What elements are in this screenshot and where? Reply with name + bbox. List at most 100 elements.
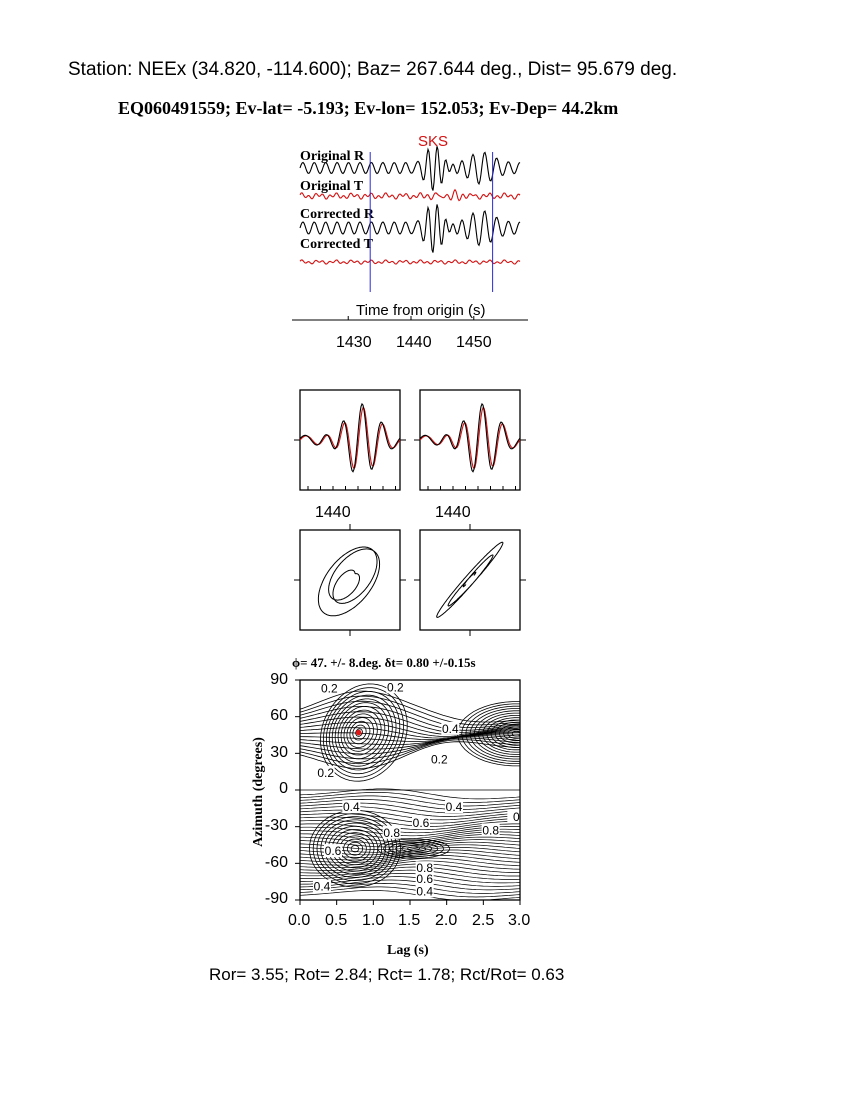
contour-upper-13 — [300, 737, 520, 760]
contour-label-11: 0.6 — [325, 844, 342, 858]
contour-lower-lobe-10 — [316, 816, 394, 881]
contour-upper-3 — [300, 705, 520, 731]
contour-lower-0 — [300, 788, 520, 800]
contour-lower-4 — [300, 802, 520, 814]
contour-lower-21 — [300, 852, 520, 863]
corrected-r-trace — [299, 204, 521, 253]
contour-lower-lobe-2 — [346, 841, 363, 856]
particle-motion-original — [317, 546, 381, 617]
lag-tick-2-0: 2.0 — [435, 912, 458, 929]
contour-upper-2 — [300, 700, 520, 729]
original-t-trace — [299, 188, 521, 202]
ratio-summary: Ror= 3.55; Rot= 2.84; Rct= 1.78; Rct/Rot… — [209, 965, 565, 984]
contour-lower-lobe-9 — [320, 819, 390, 878]
overlay-right-tick-1440: 1440 — [435, 504, 471, 521]
contour-lower-center-2 — [401, 845, 427, 853]
contour-lower-29 — [300, 876, 520, 887]
contour-label-6: 0.4 — [446, 800, 463, 814]
contour-label-1: 0.2 — [387, 680, 404, 694]
contour-lower-31 — [300, 883, 520, 894]
contour-upper-right-7 — [486, 717, 520, 751]
contour-label-3: 0.2 — [431, 752, 448, 766]
overlay-box-1 — [419, 389, 521, 491]
contour-label-bg-13 — [415, 872, 434, 886]
contour-label-bg-14 — [415, 884, 434, 898]
contour-lower-5 — [300, 806, 520, 817]
azimuth-tick-60: 60 — [270, 707, 288, 724]
particle-motion-box-1 — [419, 529, 521, 631]
contour-label-bg-1 — [386, 680, 405, 694]
time-axis-label: Time from origin (s) — [356, 302, 486, 319]
contour-lines — [300, 683, 520, 900]
contour-lower-lobe-3 — [343, 838, 367, 859]
contour-upper-1 — [300, 695, 520, 726]
contour-lower-center-5 — [383, 840, 445, 858]
particle-motion-panels — [294, 524, 526, 636]
contour-upper-0 — [300, 690, 520, 723]
event-info: EQ060491559; Ev-lat= -5.193; Ev-lon= 152… — [118, 98, 619, 118]
contour-lower-center-6 — [377, 838, 451, 859]
contour-lower-3 — [300, 799, 520, 810]
contour-upper-9 — [300, 733, 520, 742]
contour-lower-lobe-11 — [312, 813, 398, 885]
lag-tick-1-5: 1.5 — [398, 912, 421, 929]
azimuth-tick-0: 0 — [279, 780, 288, 797]
contour-lower-6 — [300, 809, 520, 821]
contour-lower-lobe-1 — [350, 845, 360, 853]
contour-lower-27 — [300, 869, 520, 880]
contour-lower-center-1 — [407, 846, 421, 851]
contour-center-1 — [355, 728, 363, 737]
contour-label-bg-3 — [430, 752, 449, 766]
contour-upper-right-12 — [465, 705, 520, 762]
contour-label-bg-7 — [412, 816, 430, 829]
contour-upper-8 — [300, 732, 520, 741]
azimuth-tick-30: 30 — [270, 744, 288, 761]
grid-search-title: ϕ= 47. +/- 8.deg. δt= 0.80 +/-0.15s — [292, 655, 476, 670]
overlay-left-tick-1440: 1440 — [315, 504, 351, 521]
particle-motion-corrected — [436, 541, 504, 618]
contour-lower-30 — [300, 879, 520, 891]
contour-lower-23 — [300, 857, 520, 869]
time-tick-1450: 1450 — [456, 334, 492, 351]
lag-axis-label: Lag (s) — [387, 943, 429, 958]
contour-lower-1 — [300, 792, 520, 803]
contour-label-bg-8 — [382, 825, 401, 839]
lag-tick-1-0: 1.0 — [362, 912, 385, 929]
contour-label-9: 0.8 — [482, 823, 499, 837]
contour-label-bg-11 — [324, 844, 342, 858]
contour-upper-right-1 — [511, 731, 520, 737]
contour-upper-right-11 — [469, 708, 520, 760]
trace-label-corrected-r: Corrected R — [300, 207, 374, 222]
seismogram-panel — [292, 146, 528, 321]
contour-lower-25 — [300, 863, 520, 874]
trace-label-original-t: Original T — [300, 179, 364, 194]
azimuth-tick-90: 90 — [270, 671, 288, 688]
overlay-box-0 — [299, 389, 401, 491]
contour-upper-right-4 — [499, 724, 520, 744]
contour-upper-right-10 — [473, 710, 520, 758]
contour-upper-14 — [300, 739, 520, 765]
contour-label-bg-4 — [316, 765, 335, 779]
station-info: Station: NEEx (34.820, -114.600); Baz= 2… — [68, 59, 678, 80]
waveform-overlay-panels — [294, 389, 526, 491]
contour-label-bg-9 — [481, 823, 500, 837]
lag-tick-3-0: 3.0 — [508, 912, 531, 929]
grid-search-panel: 0.2 0.20.40.20.20.4 0.40.60.8 0.800.60.80.6… — [295, 679, 526, 905]
contour-lower-26 — [300, 866, 520, 877]
contour-label-7: 0.6 — [413, 816, 430, 830]
time-tick-1440: 1440 — [396, 334, 432, 351]
azimuth-tick-neg90: -90 — [264, 890, 288, 907]
contour-label-bg-5 — [342, 800, 361, 814]
contour-upper-10 — [300, 734, 520, 745]
contour-label-bg-0 — [320, 681, 339, 695]
contour-label-10: 0 — [513, 810, 520, 824]
contour-label-bg-2 — [441, 721, 460, 735]
contour-lower-24 — [300, 860, 520, 871]
contour-upper-right-13 — [461, 703, 520, 764]
contour-upper-6 — [300, 722, 520, 737]
contour-label-2: 0.4 — [442, 722, 459, 736]
lag-tick-0-5: 0.5 — [325, 912, 348, 929]
contour-upper-right-3 — [503, 726, 520, 742]
contour-label-5: 0.4 — [343, 800, 360, 814]
